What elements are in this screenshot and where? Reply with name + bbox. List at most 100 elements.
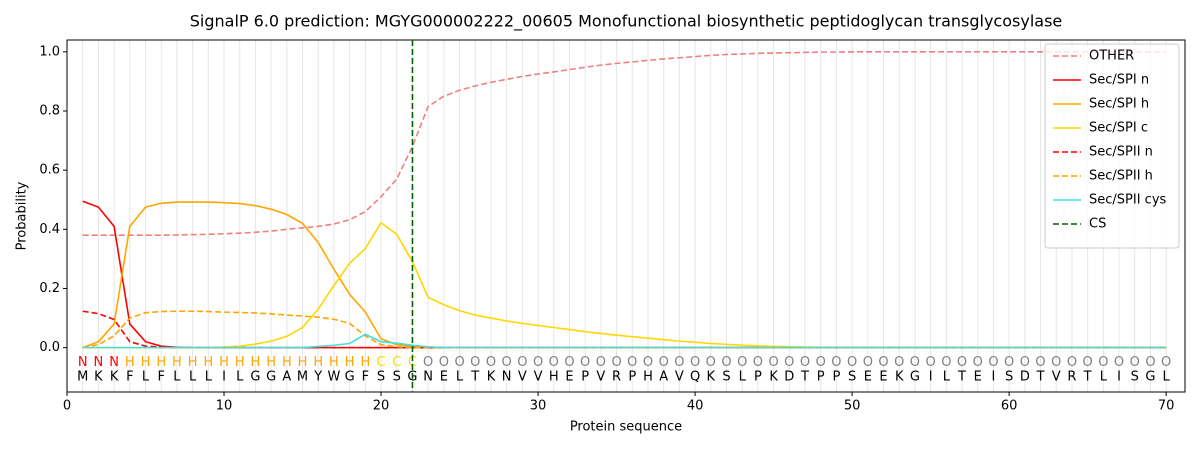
residue: L [142,370,150,385]
residue: F [362,370,369,385]
region-label: O [768,355,778,370]
region-label: O [611,355,621,370]
region-label: O [1161,355,1171,370]
y-axis-label: Probability [15,181,30,250]
region-label: H [203,355,213,370]
residue: V [518,370,527,385]
region-label: H [125,355,135,370]
region-label: O [800,355,810,370]
residue: G [1145,370,1155,385]
series-line [82,310,1167,349]
region-label: O [753,355,763,370]
region-label: O [721,355,731,370]
region-label: O [517,355,527,370]
x-tick-label: 50 [844,399,861,414]
series-line [82,333,1167,349]
residue: S [393,370,401,385]
region-label: O [580,355,590,370]
region-label: O [941,355,951,370]
residue: E [864,370,872,385]
region-label: O [831,355,841,370]
x-tick-label: 40 [687,399,704,414]
region-label: H [282,355,292,370]
x-tick-label: 60 [1001,399,1018,414]
region-label: O [454,355,464,370]
residue: V [675,370,684,385]
region-label: O [926,355,936,370]
region-label: N [109,355,119,370]
legend-label: CS [1089,217,1106,232]
residue: R [1067,370,1076,385]
y-tick-label: 0.6 [39,163,60,178]
residue: A [659,370,668,385]
residue: V [534,370,543,385]
region-label: O [737,355,747,370]
residue: F [126,370,133,385]
region-label: O [1130,355,1140,370]
residue: F [157,370,164,385]
region-label: O [706,355,716,370]
region-label: O [502,355,512,370]
residue: T [800,370,809,385]
residue: Y [313,370,322,385]
region-label: O [816,355,826,370]
region-label: O [1145,355,1155,370]
series-line [82,201,1167,349]
legend-label: Sec/SPII n [1089,145,1153,160]
residue: I [992,370,996,385]
x-tick-label: 0 [63,399,71,414]
legend-label: Sec/SPII cys [1089,193,1167,208]
region-label: C [392,355,401,370]
region-label: O [1114,355,1124,370]
residue: L [173,370,181,385]
legend-label: Sec/SPI n [1089,73,1149,88]
residue: P [581,370,589,385]
region-label: O [910,355,920,370]
residue: D [784,370,794,385]
region-label: O [564,355,574,370]
residue: V [596,370,605,385]
residue: L [1163,370,1171,385]
residue: S [1131,370,1139,385]
residue: I [929,370,933,385]
series-line [82,200,1167,349]
y-tick-label: 0.4 [39,222,60,237]
residue: E [440,370,448,385]
region-label: H [266,355,276,370]
region-label: O [643,355,653,370]
region-label: O [1083,355,1093,370]
legend-box [1044,43,1180,249]
region-label: O [1004,355,1014,370]
plot-frame [66,39,1186,393]
region-label: H [141,355,151,370]
residue: N [502,370,512,385]
residue: G [266,370,276,385]
residue: S [848,370,856,385]
residue: L [456,370,464,385]
residue: L [943,370,951,385]
residue: E [974,370,982,385]
residue: R [612,370,621,385]
y-tick-label: 0.0 [39,340,60,355]
residue: S [377,370,385,385]
series-line [82,221,1167,349]
residue: P [832,370,840,385]
residue: W [328,370,341,385]
region-label: O [784,355,794,370]
region-label: O [627,355,637,370]
residue: L [1100,370,1108,385]
region-label: O [439,355,449,370]
residue: T [957,370,966,385]
residue: S [1005,370,1013,385]
residue: K [94,370,103,385]
residue: K [895,370,904,385]
region-label: O [1035,355,1045,370]
region-label: H [251,355,261,370]
residue: N [423,370,433,385]
region-label: O [486,355,496,370]
region-label: H [219,355,229,370]
region-label: O [1051,355,1061,370]
residue: L [189,370,197,385]
region-label: O [690,355,700,370]
